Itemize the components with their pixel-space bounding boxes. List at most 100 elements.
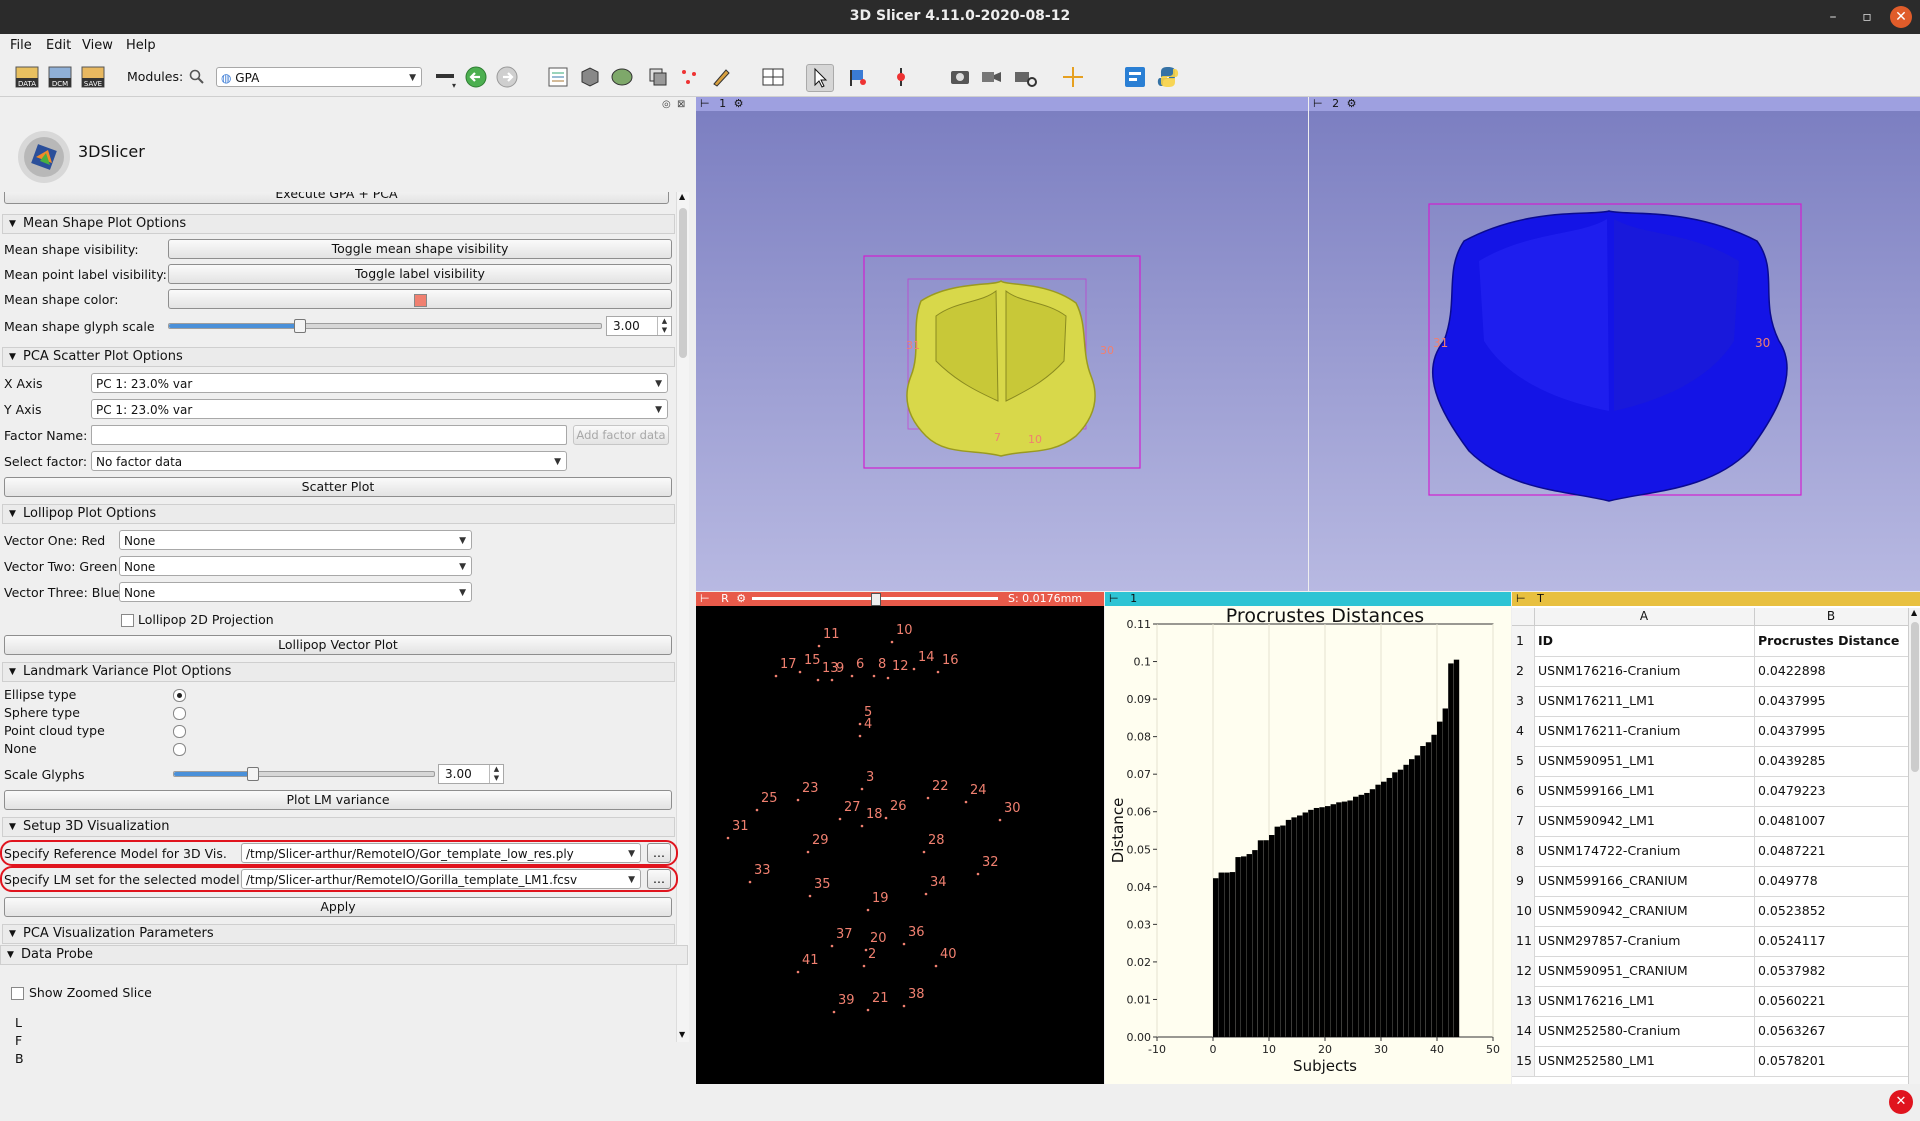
lm-set-path-select[interactable]: /tmp/Slicer-arthur/RemoteIO/Gorilla_temp… [241, 869, 641, 889]
pin-icon[interactable]: ⊢ [1313, 97, 1323, 110]
scale-glyphs-slider[interactable] [173, 767, 435, 781]
menu-view[interactable]: View [82, 38, 113, 53]
table-row[interactable]: 6 USNM599166_LM1 0.0479223 [1512, 776, 1908, 807]
pca-visualization-section-header[interactable]: ▼ PCA Visualization Parameters [2, 924, 675, 944]
table-scrollbar[interactable]: ▲ [1908, 608, 1920, 1084]
table-cell-id[interactable]: USNM599166_CRANIUM [1534, 866, 1755, 896]
table-scrollbar-thumb[interactable] [1911, 622, 1919, 772]
factor-name-input[interactable] [91, 425, 567, 445]
table-row[interactable]: 13 USNM176216_LM1 0.0560221 [1512, 986, 1908, 1017]
table-cell-distance[interactable]: 0.0537982 [1754, 956, 1908, 986]
lollipop-section-header[interactable]: ▼ Lollipop Plot Options [2, 504, 675, 524]
back-arrow-icon[interactable] [463, 64, 489, 90]
pin-icon[interactable]: ⊢ [700, 592, 710, 605]
crosshair-toggle-icon[interactable] [888, 64, 914, 90]
table-cell-distance[interactable]: 0.0439285 [1754, 746, 1908, 776]
table-row-number[interactable]: 4 [1512, 716, 1535, 746]
y-axis-select[interactable]: PC 1: 23.0% var ▼ [91, 399, 668, 419]
table-cell-distance[interactable]: 0.0523852 [1754, 896, 1908, 926]
camera-icon[interactable] [1012, 64, 1038, 90]
table-cell-distance[interactable]: 0.0479223 [1754, 776, 1908, 806]
scroll-down-icon[interactable]: ▼ [679, 1030, 686, 1039]
none-type-radio[interactable] [173, 743, 186, 756]
module-select[interactable]: ◍ GPA ▼ [216, 67, 422, 87]
lollipop-vector-plot-button[interactable]: Lollipop Vector Plot [4, 635, 672, 655]
screenshot-icon[interactable] [947, 64, 973, 90]
slice-offset-slider[interactable] [752, 593, 998, 606]
execute-gpa-button[interactable]: Execute GPA + PCA [4, 192, 669, 204]
pin-icon[interactable]: ⊢ [1109, 592, 1119, 605]
lollipop-projection-checkbox[interactable] [121, 614, 134, 627]
save-icon[interactable]: SAVE [80, 64, 106, 90]
toggle-label-visibility-button[interactable]: Toggle label visibility [168, 264, 672, 284]
table-row[interactable]: 7 USNM590942_LM1 0.0481007 [1512, 806, 1908, 837]
select-factor-select[interactable]: No factor data ▼ [91, 451, 567, 471]
table-cell-distance[interactable]: 0.0560221 [1754, 986, 1908, 1016]
table-cell-id[interactable]: USNM599166_LM1 [1534, 776, 1755, 806]
plot-lm-variance-button[interactable]: Plot LM variance [4, 790, 672, 810]
table-cell-distance[interactable]: 0.0437995 [1754, 716, 1908, 746]
table-cell-distance[interactable]: 0.0487221 [1754, 836, 1908, 866]
panel-close-icon[interactable]: ⊠ [677, 99, 686, 110]
view-options-icon[interactable]: ⚙ [736, 592, 747, 605]
table-row-number[interactable]: 3 [1512, 686, 1535, 716]
table-row-number[interactable]: 14 [1512, 1016, 1535, 1046]
table-cell-distance[interactable]: 0.0481007 [1754, 806, 1908, 836]
table-row-number[interactable]: 5 [1512, 746, 1535, 776]
spin-arrows-icon[interactable]: ▲ ▼ [657, 317, 671, 335]
error-icon[interactable]: ✕ [1889, 1090, 1913, 1114]
scrollbar-thumb[interactable] [679, 208, 687, 358]
reference-model-browse-button[interactable]: ... [647, 843, 671, 863]
3d-view-2[interactable]: ⊢ 2 ⚙ 31 30 [1309, 97, 1920, 591]
spin-arrows-icon[interactable]: ▲ ▼ [489, 765, 503, 783]
setup-3d-section-header[interactable]: ▼ Setup 3D Visualization [2, 817, 675, 837]
toggle-mean-shape-button[interactable]: Toggle mean shape visibility [168, 239, 672, 259]
undock-icon[interactable]: ◎ [662, 99, 671, 110]
slice-offset-slider-handle[interactable] [871, 593, 881, 606]
lm-set-browse-button[interactable]: ... [647, 869, 671, 889]
scene-views-icon[interactable] [979, 64, 1005, 90]
table-row[interactable]: 3 USNM176211_LM1 0.0437995 [1512, 686, 1908, 717]
scroll-up-icon[interactable]: ▲ [679, 192, 686, 201]
table-row[interactable]: 9 USNM599166_CRANIUM 0.049778 [1512, 866, 1908, 897]
menu-file[interactable]: File [10, 38, 32, 53]
glyph-scale-slider-handle[interactable] [293, 319, 306, 333]
menu-help[interactable]: Help [126, 38, 156, 53]
table-row[interactable]: 5 USNM590951_LM1 0.0439285 [1512, 746, 1908, 777]
vector-one-select[interactable]: None ▼ [119, 530, 472, 550]
point-cloud-type-radio[interactable] [173, 725, 186, 738]
data-icon[interactable]: DATA [14, 64, 40, 90]
transforms-icon[interactable] [645, 64, 671, 90]
table-cell-id[interactable]: USNM176211_LM1 [1534, 686, 1755, 716]
table-cell-distance[interactable]: 0.049778 [1754, 866, 1908, 896]
x-axis-select[interactable]: PC 1: 23.0% var ▼ [91, 373, 668, 393]
table-cell-distance[interactable]: 0.0563267 [1754, 1016, 1908, 1046]
pca-scatter-section-header[interactable]: ▼ PCA Scatter Plot Options [2, 347, 675, 367]
table-row-number[interactable]: 12 [1512, 956, 1535, 986]
dcm-icon[interactable]: DCM [47, 64, 73, 90]
restore-button[interactable]: ▫ [1862, 9, 1872, 25]
table-column-header[interactable] [1512, 608, 1535, 625]
pin-icon[interactable]: ⊢ [1516, 592, 1526, 605]
module-search-icon[interactable] [187, 64, 205, 90]
ellipse-type-radio[interactable] [173, 689, 186, 702]
table-row-number[interactable]: 1 [1512, 626, 1535, 656]
table-cell-id[interactable]: USNM174722-Cranium [1534, 836, 1755, 866]
mean-shape-section-header[interactable]: ▼ Mean Shape Plot Options [2, 214, 675, 234]
add-factor-data-button[interactable]: Add factor data [573, 425, 669, 445]
markups-icon[interactable] [676, 64, 702, 90]
python-console-icon[interactable] [1155, 64, 1181, 90]
table-cell-id[interactable]: USNM252580_LM1 [1534, 1046, 1755, 1076]
table-cell-id[interactable]: USNM297857-Cranium [1534, 926, 1755, 956]
table-cell-distance[interactable]: Procrustes Distance [1754, 626, 1908, 656]
table-column-header[interactable]: B [1754, 608, 1908, 625]
table-column-header[interactable]: A [1534, 608, 1755, 625]
table-cell-id[interactable]: USNM590942_LM1 [1534, 806, 1755, 836]
table-row[interactable]: 12 USNM590951_CRANIUM 0.0537982 [1512, 956, 1908, 987]
table-cell-distance[interactable]: 0.0524117 [1754, 926, 1908, 956]
view-options-icon[interactable]: ⚙ [1346, 97, 1357, 110]
data-module-icon[interactable] [545, 64, 571, 90]
table-row[interactable]: 14 USNM252580-Cranium 0.0563267 [1512, 1016, 1908, 1047]
scale-glyphs-spinbox[interactable]: 3.00 ▲ ▼ [438, 764, 504, 784]
module-scrollbar[interactable]: ▲ ▼ [676, 192, 689, 1042]
